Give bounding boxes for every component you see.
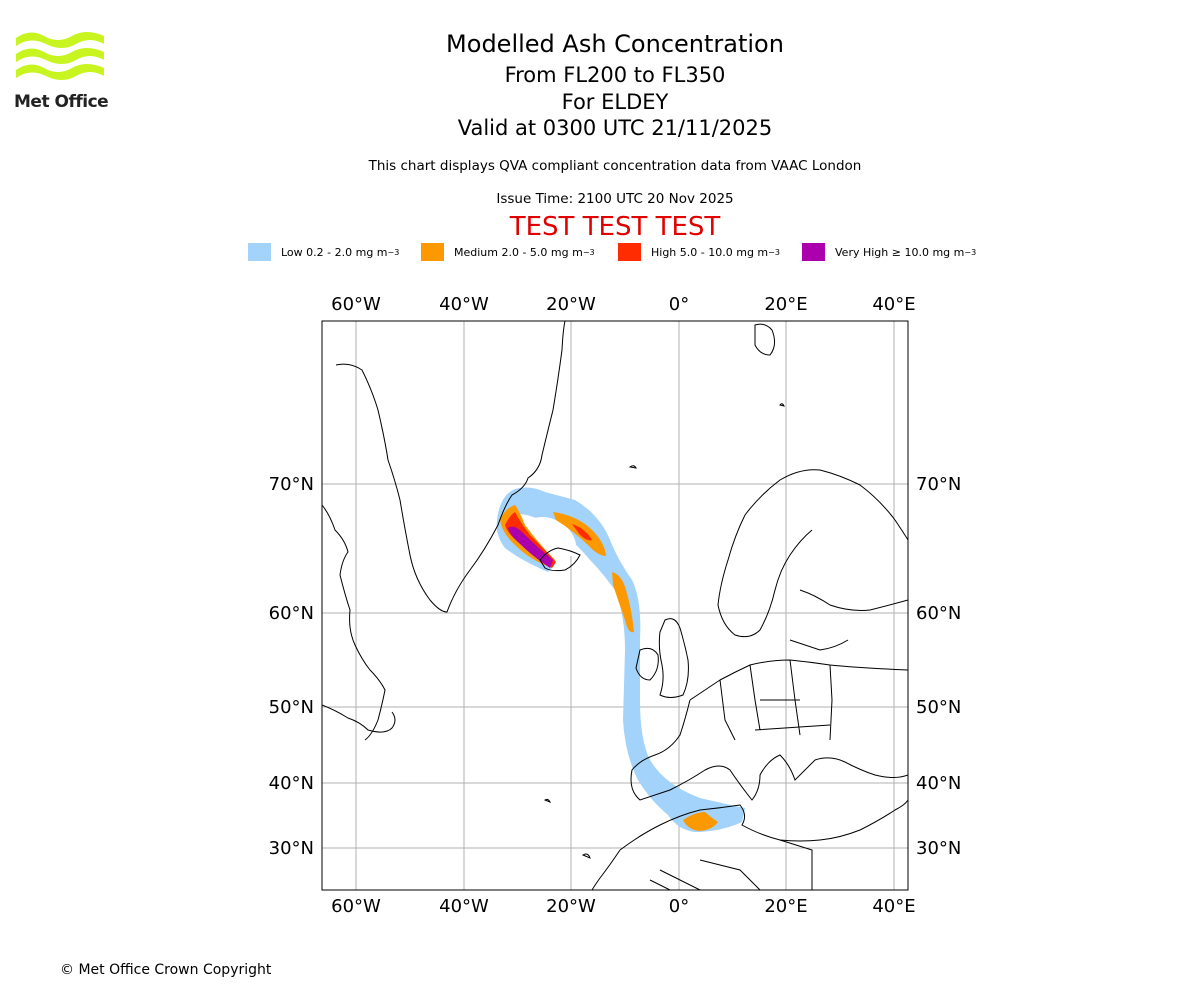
valid-time: Valid at 0300 UTC 21/11/2025 xyxy=(457,116,773,140)
coast-west-africa xyxy=(591,849,621,890)
ash-medium-east xyxy=(612,572,634,633)
legend-label-very-high: Very High ≥ 10.0 mg m xyxy=(835,245,965,259)
map-frame xyxy=(321,320,909,891)
met-office-logo: Met Office xyxy=(14,30,109,112)
lat-labels-left: 70°N 60°N 50°N 40°N 30°N xyxy=(269,474,314,859)
lat-label-right-70n: 70°N xyxy=(916,474,961,495)
copyright-notice: © Met Office Crown Copyright xyxy=(60,962,272,978)
coast-iceland xyxy=(539,547,581,572)
lon-label-top-40e: 40°E xyxy=(872,294,915,315)
lon-label-bottom-20w: 20°W xyxy=(546,896,596,917)
lon-label-bottom-0: 0° xyxy=(669,896,689,917)
coast-greenland xyxy=(335,321,566,613)
lat-label-left-50n: 50°N xyxy=(269,697,314,718)
lon-labels-bottom: 60°W 40°W 20°W 0° 20°E 40°E xyxy=(331,896,915,917)
legend-item-very-high: Very High ≥ 10.0 mg m −3 xyxy=(802,243,976,261)
lat-labels-right: 70°N 60°N 50°N 40°N 30°N xyxy=(916,474,961,859)
ash-medium-south xyxy=(683,812,718,831)
coast-svalbard xyxy=(754,323,776,356)
map-frame-bg xyxy=(322,321,908,890)
met-office-waves-icon xyxy=(16,32,104,80)
coast-canada-east xyxy=(322,704,396,733)
coast-europe xyxy=(630,659,908,801)
coastlines xyxy=(322,321,908,890)
lon-label-bottom-40w: 40°W xyxy=(439,896,489,917)
gridlines xyxy=(322,321,908,890)
lat-label-left-40n: 40°N xyxy=(269,773,314,794)
coast-ireland xyxy=(635,647,659,681)
lat-label-left-60n: 60°N xyxy=(269,603,314,624)
flight-level-range: From FL200 to FL350 xyxy=(504,63,726,87)
legend-item-medium: Medium 2.0 - 5.0 mg m −3 xyxy=(421,243,595,261)
lat-label-right-30n: 30°N xyxy=(916,838,961,859)
legend-swatch-low xyxy=(248,243,271,261)
legend-item-high: High 5.0 - 10.0 mg m −3 xyxy=(618,243,780,261)
legend-swatch-high xyxy=(618,243,641,261)
lon-labels-top: 60°W 40°W 20°W 0° 20°E 40°E xyxy=(331,294,915,315)
lat-label-right-50n: 50°N xyxy=(916,697,961,718)
lon-label-top-60w: 60°W xyxy=(331,294,381,315)
lon-label-top-20e: 20°E xyxy=(764,294,807,315)
issue-time: Issue Time: 2100 UTC 20 Nov 2025 xyxy=(496,191,734,207)
lon-label-top-0: 0° xyxy=(669,294,689,315)
lat-label-left-70n: 70°N xyxy=(269,474,314,495)
lat-label-left-30n: 30°N xyxy=(269,838,314,859)
coast-great-britain xyxy=(658,618,689,698)
target-name: For ELDEY xyxy=(561,90,669,114)
legend-label-low: Low 0.2 - 2.0 mg m xyxy=(281,245,388,259)
lon-label-top-20w: 20°W xyxy=(546,294,596,315)
lon-label-bottom-60w: 60°W xyxy=(331,896,381,917)
borders-europe xyxy=(649,659,833,890)
lon-label-top-40w: 40°W xyxy=(439,294,489,315)
chart-title: Modelled Ash Concentration xyxy=(446,30,784,58)
logo-text: Met Office xyxy=(14,92,109,112)
legend-label-high: High 5.0 - 10.0 mg m xyxy=(651,245,769,259)
legend: Low 0.2 - 2.0 mg m −3 Medium 2.0 - 5.0 mg… xyxy=(0,243,1200,265)
test-banner: TEST TEST TEST xyxy=(509,212,721,242)
lon-label-bottom-20e: 20°E xyxy=(764,896,807,917)
lon-label-bottom-40e: 40°E xyxy=(872,896,915,917)
coast-canada-north xyxy=(322,504,386,741)
lat-label-right-60n: 60°N xyxy=(916,603,961,624)
ash-high-north xyxy=(572,524,592,541)
legend-item-low: Low 0.2 - 2.0 mg m −3 xyxy=(248,243,399,261)
legend-swatch-medium xyxy=(421,243,444,261)
legend-label-medium: Medium 2.0 - 5.0 mg m xyxy=(454,245,583,259)
coast-baltic xyxy=(789,589,908,651)
coast-scandinavia xyxy=(717,469,908,638)
chart-description: This chart displays QVA compliant concen… xyxy=(368,158,862,174)
lat-label-right-40n: 40°N xyxy=(916,773,961,794)
coast-north-africa xyxy=(619,799,908,851)
legend-swatch-very-high xyxy=(802,243,825,261)
coast-islands xyxy=(543,403,785,859)
